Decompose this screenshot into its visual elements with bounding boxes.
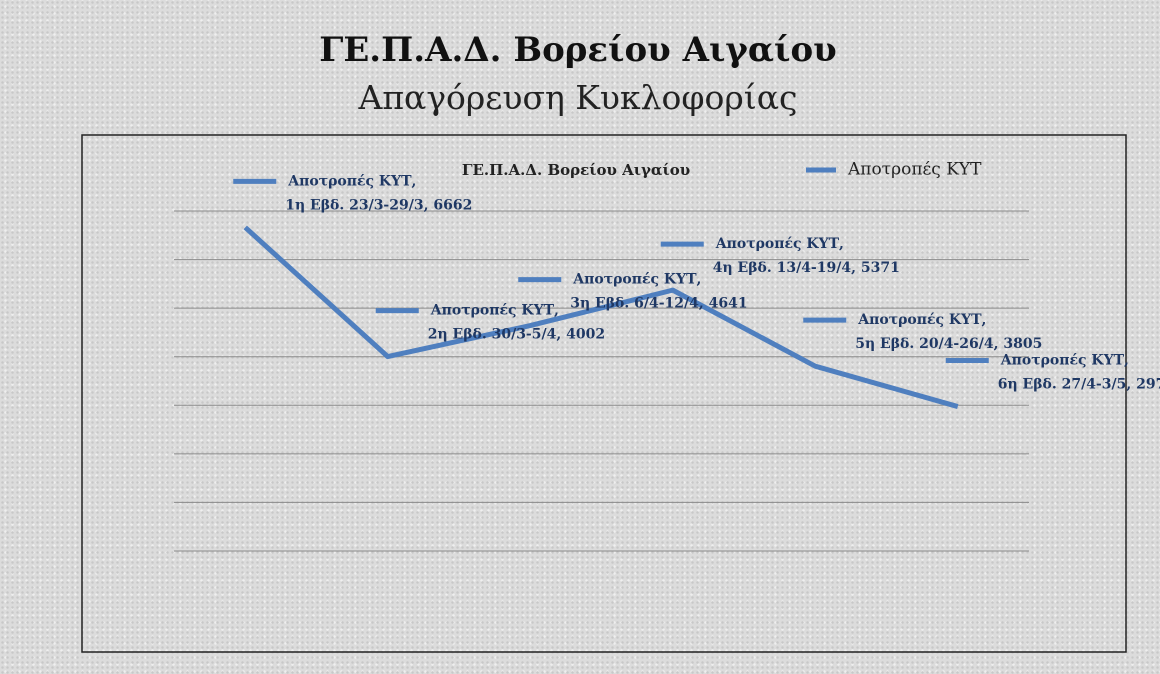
slide-subtitle: Απαγόρευση Κυκλοφορίας <box>358 78 798 117</box>
data-label-separator: , <box>412 173 417 189</box>
slide-title: ΓΕ.Π.Α.Δ. Βορείου Αιγαίου <box>319 30 837 70</box>
data-label-series: Αποτροπές ΚΥΤ <box>1000 353 1125 369</box>
data-label-category: 6η Εβδ. 27/4-3/5 <box>998 377 1127 393</box>
data-label: Αποτροπές ΚΥΤ, <box>857 312 986 328</box>
data-label-separator: , <box>1126 377 1136 393</box>
data-label-value: 4002 <box>566 327 605 343</box>
data-label-series: Αποτροπές ΚΥΤ <box>287 173 412 189</box>
data-label: 2η Εβδ. 30/3-5/4, 4002 <box>428 327 605 343</box>
data-label-series: Αποτροπές ΚΥΤ <box>572 272 697 288</box>
data-label-value: 6662 <box>433 197 472 213</box>
data-label-category: 1η Εβδ. 23/3-29/3 <box>285 197 423 213</box>
data-label-separator: , <box>994 336 1004 352</box>
data-label-separator: , <box>839 236 844 252</box>
data-label-series: Αποτροπές ΚΥΤ <box>430 303 555 319</box>
data-label-separator: , <box>982 312 987 328</box>
data-label-separator: , <box>699 296 709 312</box>
data-label: 1η Εβδ. 23/3-29/3, 6662 <box>285 197 472 213</box>
data-label-separator: , <box>556 327 566 343</box>
data-label: Αποτροπές ΚΥΤ, <box>287 173 416 189</box>
data-label-separator: , <box>851 260 861 276</box>
data-label-category: 3η Εβδ. 6/4-12/4 <box>570 296 699 312</box>
data-label-category: 2η Εβδ. 30/3-5/4 <box>428 327 557 343</box>
data-label-value: 4641 <box>709 296 748 312</box>
data-label-separator: , <box>1124 353 1129 369</box>
chart-title: ΓΕ.Π.Α.Δ. Βορείου Αιγαίου <box>462 161 690 179</box>
data-label: 3η Εβδ. 6/4-12/4, 4641 <box>570 296 747 312</box>
data-label-value: 5371 <box>861 260 900 276</box>
data-label-separator: , <box>424 197 434 213</box>
chart-frame <box>81 134 1127 653</box>
data-label-value: 2974 <box>1136 377 1160 393</box>
data-label-series: Αποτροπές ΚΥΤ <box>857 312 982 328</box>
data-label: 4η Εβδ. 13/4-19/4, 5371 <box>713 260 900 276</box>
data-label: Αποτροπές ΚΥΤ, <box>572 272 701 288</box>
data-label-separator: , <box>554 303 559 319</box>
data-label: 6η Εβδ. 27/4-3/5, 2974 <box>998 377 1160 393</box>
data-label: 5η Εβδ. 20/4-26/4, 3805 <box>855 336 1042 352</box>
data-label-value: 3805 <box>1003 336 1042 352</box>
legend-label: Αποτροπές ΚΥΤ <box>847 160 982 180</box>
data-label-separator: , <box>697 272 702 288</box>
data-label-category: 5η Εβδ. 20/4-26/4 <box>855 336 994 352</box>
data-label: Αποτροπές ΚΥΤ, <box>715 236 844 252</box>
data-line <box>243 225 959 409</box>
data-label-category: 4η Εβδ. 13/4-19/4 <box>713 260 852 276</box>
data-label: Αποτροπές ΚΥΤ, <box>430 303 559 319</box>
data-label-series: Αποτροπές ΚΥΤ <box>715 236 840 252</box>
data-label: Αποτροπές ΚΥΤ, <box>1000 353 1129 369</box>
